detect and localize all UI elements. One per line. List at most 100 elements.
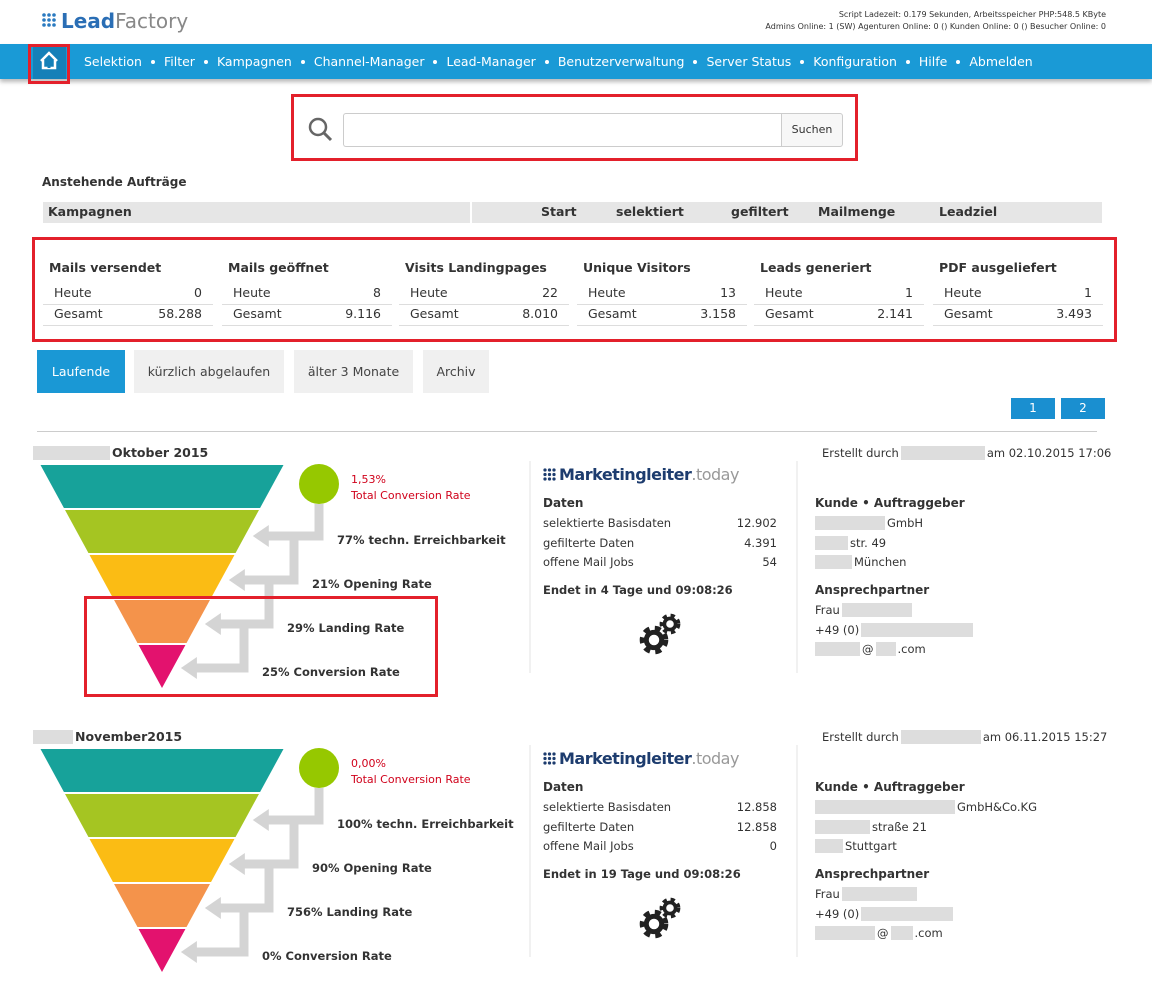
brand-suffix: .today [691, 465, 739, 484]
redacted [815, 516, 885, 530]
redacted [900, 446, 985, 460]
nav-link[interactable]: Kampagnen [216, 54, 292, 69]
tab[interactable]: kürzlich abgelaufen [134, 350, 284, 393]
stat-value: 8.010 [522, 306, 558, 321]
search-button[interactable]: Suchen [781, 113, 843, 147]
redacted [33, 730, 73, 744]
rate: 21% Opening Rate [312, 577, 432, 591]
logo-dot [47, 23, 51, 27]
daten-value: 12.858 [736, 819, 777, 834]
funnel-value: 68 [155, 905, 169, 916]
column-header: Kampagnen [48, 204, 132, 219]
logo-dot [52, 13, 56, 17]
kunde-title: Kunde • Auftraggeber [815, 780, 965, 794]
nav-link[interactable]: Selektion [84, 54, 142, 69]
nav-items: Selektion Filter Kampagnen Channel-Manager L… [84, 44, 1033, 79]
created-row: Erstellt durch am 06.11.2015 15:27 [822, 729, 1107, 745]
logo-dot [47, 13, 51, 17]
funnel-value: 9 [158, 860, 166, 871]
redacted [875, 642, 896, 656]
created-by: Erstellt durch [822, 446, 899, 460]
created-at: am 06.11.2015 15:27 [982, 730, 1108, 744]
logo-dot [543, 477, 547, 481]
logo-dot [552, 472, 556, 477]
page-button[interactable]: 1 [1011, 398, 1055, 419]
column-header: Start [541, 204, 577, 219]
nav-separator [905, 59, 910, 64]
logo-dot [52, 23, 56, 27]
conversion-circle [299, 464, 339, 504]
email-domain: .com [897, 642, 926, 656]
tab[interactable]: Laufende [37, 350, 125, 393]
daten-title: Daten [543, 496, 584, 510]
nav-link[interactable]: Filter [163, 54, 195, 69]
contact-text: +49 (0) [815, 622, 860, 637]
redacted [33, 446, 110, 460]
stat-divider [577, 304, 747, 305]
gear-icon [662, 616, 678, 632]
nav-separator [800, 59, 805, 64]
funnel-label: versendete E-Mails [116, 756, 208, 767]
page-button[interactable]: 2 [1061, 398, 1105, 419]
nav-link[interactable]: Konfiguration [813, 54, 897, 69]
stat-divider [43, 304, 213, 305]
tab[interactable]: älter 3 Monate [294, 350, 413, 393]
ends: Endet in 19 Tage und 09:08:26 [543, 867, 741, 881]
redacted [890, 926, 913, 940]
redacted [815, 819, 870, 834]
kunde-line: straße 21 [815, 819, 927, 835]
rate: 100% techn. Erreichbarkeit [337, 817, 514, 831]
daten-title: Daten [543, 780, 584, 794]
redacted [900, 730, 981, 744]
stat-divider [754, 325, 924, 326]
flow-arrow [266, 788, 324, 825]
rate: 29% Landing Rate [287, 621, 405, 635]
rate: 90% Opening Rate [312, 861, 432, 875]
logo-dot [552, 761, 556, 765]
nav-link[interactable]: Abmelden [969, 54, 1033, 69]
kunde-line: GmbH [815, 515, 923, 531]
stat-title: Mails versendet [49, 260, 162, 275]
funnel-value: 10 [155, 815, 169, 826]
nav-link[interactable]: Server Status [706, 54, 792, 69]
ansprech-title: Ansprechpartner [815, 867, 930, 881]
nav-separator [956, 59, 961, 64]
funnel-label: Öffnungen [137, 846, 187, 857]
nav-separator [300, 59, 305, 64]
search-input[interactable] [343, 113, 782, 147]
contact-text: +49 (0) [815, 906, 860, 921]
logo-dot [547, 756, 552, 761]
logo-dot [543, 468, 547, 472]
contact-line: Frau [815, 602, 912, 618]
month: Oktober 2015 [112, 445, 209, 460]
rate: 25% Conversion Rate [262, 665, 400, 679]
nav-link[interactable]: Hilfe [918, 54, 948, 69]
column-header: gefiltert [731, 204, 789, 219]
nav-separator [433, 59, 438, 64]
redacted [841, 603, 912, 617]
stat-value: 58.288 [158, 306, 202, 321]
nav-link[interactable]: Lead-Manager [446, 54, 536, 69]
funnel-label: technische Erreichbarkeit [101, 801, 223, 812]
logo-dot [52, 18, 56, 22]
stat-value: 2.141 [877, 306, 913, 321]
logo-dot [47, 18, 51, 22]
kunde-text: str. 49 [850, 535, 887, 550]
daten-value: 0 [769, 839, 777, 853]
logo: LeadFactory [61, 8, 188, 34]
stat-title: Unique Visitors [583, 260, 691, 275]
status-line: Script Ladezeit: 0.179 Sekunden, Arbeits… [838, 10, 1106, 19]
stat-divider [222, 304, 392, 305]
tab[interactable]: Archiv [423, 350, 489, 393]
nav-link[interactable]: Benutzerverwaltung [557, 54, 685, 69]
total-rate: 1,53% [351, 473, 386, 486]
gear-icon [659, 613, 681, 635]
home-button[interactable] [33, 44, 66, 79]
nav-link[interactable]: Channel-Manager [313, 54, 425, 69]
table-header [43, 202, 470, 223]
redacted [815, 839, 843, 853]
stat-divider [43, 325, 213, 326]
redacted [815, 555, 852, 569]
